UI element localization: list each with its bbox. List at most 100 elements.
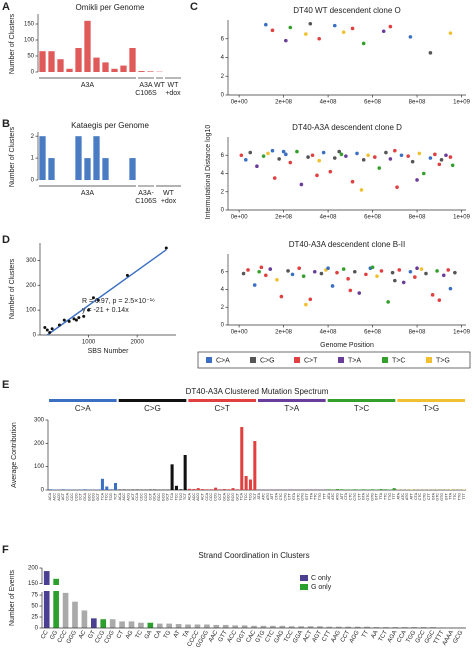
group-label: C>T bbox=[214, 404, 229, 413]
x-tick-label: TCA bbox=[170, 492, 174, 500]
x-tick-label: ACA bbox=[187, 492, 191, 500]
x-tick-label: GTC bbox=[366, 493, 370, 501]
point bbox=[337, 149, 342, 154]
x-tick-label: GTT bbox=[444, 492, 448, 500]
point bbox=[261, 154, 266, 158]
point bbox=[290, 272, 295, 277]
point bbox=[448, 155, 453, 159]
legend-swatch bbox=[250, 357, 256, 363]
bar bbox=[100, 478, 104, 490]
point bbox=[50, 327, 54, 331]
point bbox=[388, 24, 393, 29]
bar bbox=[383, 627, 389, 628]
x-tick-label: CAC bbox=[246, 629, 258, 644]
x-tick-label: ATG bbox=[405, 493, 409, 500]
y-tick-label: 50 bbox=[31, 604, 38, 610]
bar bbox=[353, 489, 357, 490]
group-header bbox=[188, 399, 256, 402]
point bbox=[399, 153, 404, 158]
x-tick-label: ACC bbox=[192, 493, 196, 501]
x-tick-label: CTC bbox=[349, 493, 353, 501]
x-tick-label: GTT bbox=[375, 492, 379, 500]
legend-label: C>T bbox=[304, 357, 318, 364]
annotation: y = -21 + 0.14x bbox=[82, 307, 129, 314]
x-tick-label: GCT bbox=[96, 492, 100, 500]
legend-label: C>A bbox=[216, 357, 230, 364]
x-tick-label: CTA bbox=[344, 492, 348, 500]
x-tick-label: CCC bbox=[209, 493, 213, 501]
x-tick-label: GTA bbox=[362, 492, 366, 500]
bar bbox=[147, 622, 154, 628]
point bbox=[306, 155, 310, 159]
point bbox=[384, 150, 388, 155]
bar bbox=[327, 489, 331, 490]
bar bbox=[209, 489, 213, 490]
x-tick-label: TTT bbox=[322, 492, 326, 499]
x-tick-label: CCA bbox=[396, 630, 408, 644]
legend-label: C only bbox=[311, 575, 331, 582]
y-tick-label: 6 bbox=[221, 153, 225, 159]
bar bbox=[48, 51, 55, 72]
x-tick-label: AAG bbox=[330, 630, 342, 644]
bar bbox=[120, 65, 127, 72]
point bbox=[125, 273, 129, 277]
group-label: A3A- bbox=[138, 190, 154, 197]
bar bbox=[175, 624, 182, 628]
legend-label: G only bbox=[311, 584, 332, 591]
bar bbox=[218, 489, 222, 490]
panel-title: DT40-A3A descendent clone D bbox=[292, 123, 402, 132]
legend-box bbox=[197, 351, 471, 369]
point bbox=[428, 156, 433, 160]
bar bbox=[48, 489, 52, 490]
point bbox=[377, 166, 382, 170]
point bbox=[370, 265, 375, 270]
point bbox=[243, 158, 248, 162]
x-tick-label: ATA bbox=[327, 492, 331, 499]
x-tick-label: ACC bbox=[52, 493, 56, 501]
x-tick-label: ATA bbox=[257, 492, 261, 499]
x-tick-label: TT bbox=[361, 630, 370, 640]
bar bbox=[214, 487, 218, 490]
x-tick-label: CCG bbox=[144, 493, 148, 501]
bar bbox=[113, 483, 118, 490]
x-tick-label: CA bbox=[154, 630, 163, 640]
point bbox=[279, 294, 284, 299]
x-tick-label: GCG bbox=[161, 493, 165, 501]
y-axis-label: Number of Clusters bbox=[9, 258, 16, 319]
x-tick-label: GCC bbox=[227, 493, 231, 501]
x-tick-label: CCA bbox=[66, 492, 70, 500]
group-label: C106S bbox=[135, 198, 157, 205]
bar bbox=[102, 62, 109, 72]
point bbox=[424, 271, 428, 276]
point bbox=[450, 163, 455, 168]
x-tick-label: AC bbox=[78, 629, 88, 640]
point bbox=[62, 318, 66, 322]
x-tick-label: GGT bbox=[236, 629, 248, 644]
x-tick-label: ATT bbox=[270, 492, 274, 499]
x-tick-label: TTC bbox=[453, 493, 457, 500]
y-tick-label: 2 bbox=[31, 134, 35, 140]
bar bbox=[93, 57, 100, 72]
y-tick-label: 200 bbox=[26, 283, 37, 289]
x-tick-label: CTT bbox=[357, 492, 361, 500]
x-tick-label: CC bbox=[40, 629, 50, 640]
point bbox=[453, 270, 457, 275]
point bbox=[91, 296, 95, 300]
point bbox=[393, 148, 397, 153]
point bbox=[437, 162, 442, 167]
point bbox=[319, 271, 324, 276]
x-tick-label: GTG bbox=[440, 493, 444, 501]
x-tick-label: 4e+08 bbox=[320, 330, 338, 336]
point bbox=[82, 314, 86, 318]
y-tick-label: 4 bbox=[221, 171, 225, 177]
x-tick-label: GCA bbox=[222, 492, 226, 500]
bar bbox=[248, 479, 252, 490]
bar bbox=[335, 626, 342, 628]
x-tick-label: GTT bbox=[218, 630, 229, 644]
group-header bbox=[327, 399, 396, 402]
x-tick-label: CTT bbox=[427, 492, 431, 500]
y-tick-label: 75 bbox=[31, 593, 38, 599]
x-tick-label: TTA bbox=[309, 492, 313, 499]
x-tick-label: ACT bbox=[302, 629, 313, 643]
x-tick-label: ATT bbox=[410, 492, 414, 499]
